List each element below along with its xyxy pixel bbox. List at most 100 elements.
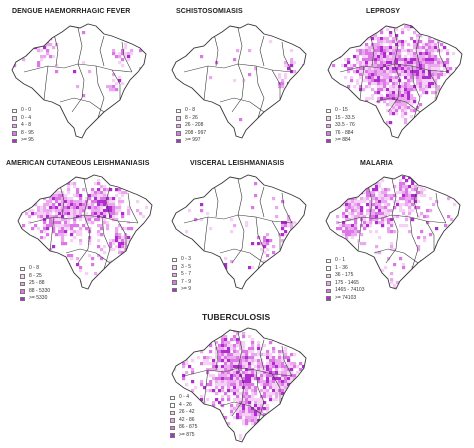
municipality-cell xyxy=(266,350,270,354)
municipality-cell xyxy=(269,380,273,384)
municipality-cell xyxy=(248,416,252,420)
municipality-cell xyxy=(97,224,101,228)
municipality-cell xyxy=(432,175,436,177)
municipality-cell xyxy=(348,200,352,204)
municipality-cell xyxy=(287,359,291,363)
municipality-cell xyxy=(422,85,426,89)
municipality-cell xyxy=(100,203,104,207)
municipality-cell xyxy=(293,365,297,369)
municipality-cell xyxy=(389,73,393,77)
municipality-cell xyxy=(37,46,41,50)
municipality-cell xyxy=(398,58,402,62)
municipality-cell xyxy=(233,347,237,351)
municipality-cell xyxy=(437,106,441,110)
municipality-cell xyxy=(91,212,95,216)
state-border xyxy=(231,63,245,113)
municipality-cell xyxy=(420,284,424,288)
municipality-cell xyxy=(407,88,411,92)
municipality-cell xyxy=(43,236,47,240)
municipality-cell xyxy=(363,221,367,225)
municipality-cell xyxy=(354,182,358,186)
municipality-cell xyxy=(290,422,294,426)
municipality-cell xyxy=(49,197,53,201)
legend-label: >= 95 xyxy=(21,137,34,144)
municipality-cell xyxy=(399,197,403,201)
municipality-cell xyxy=(215,386,219,390)
municipality-cell xyxy=(227,341,231,345)
municipality-cell xyxy=(76,200,80,204)
municipality-cell xyxy=(127,182,131,186)
municipality-cell xyxy=(73,206,77,210)
municipality-cell xyxy=(215,383,219,387)
municipality-cell xyxy=(462,284,465,287)
municipality-cell xyxy=(351,176,355,180)
municipality-cell xyxy=(428,70,432,74)
municipality-cell xyxy=(378,209,382,213)
municipality-cell xyxy=(179,344,183,348)
municipality-cell xyxy=(287,413,291,417)
municipality-cell xyxy=(46,43,50,47)
municipality-cell xyxy=(200,395,204,399)
municipality-cell xyxy=(419,79,423,83)
state-border xyxy=(213,33,219,67)
municipality-cell xyxy=(115,227,119,231)
municipality-cell xyxy=(52,260,56,264)
municipality-cell xyxy=(172,377,174,381)
municipality-cell xyxy=(380,85,384,89)
municipality-cell xyxy=(357,182,361,186)
municipality-cell xyxy=(251,392,255,396)
municipality-cell xyxy=(130,227,134,231)
municipality-cell xyxy=(269,353,273,357)
municipality-cell xyxy=(269,368,273,372)
country-outline xyxy=(171,23,307,139)
municipality-cell xyxy=(405,188,409,192)
municipality-cell xyxy=(363,227,367,231)
municipality-cell xyxy=(118,206,122,210)
municipality-cell xyxy=(43,221,47,225)
municipality-cell xyxy=(452,52,456,56)
legend-item: >= 95 xyxy=(12,137,34,145)
municipality-cell xyxy=(345,200,349,204)
municipality-cell xyxy=(377,88,381,92)
municipality-cell xyxy=(203,359,207,363)
municipality-cell xyxy=(422,64,426,68)
municipality-cell xyxy=(233,350,237,354)
municipality-cell xyxy=(40,188,44,192)
municipality-cell xyxy=(272,422,276,426)
municipality-cell xyxy=(452,88,456,92)
municipality-cell xyxy=(392,40,396,44)
municipality-cell xyxy=(251,413,255,417)
municipality-cell xyxy=(356,25,360,29)
municipality-cell xyxy=(106,175,110,177)
state-border xyxy=(391,178,397,216)
municipality-cell xyxy=(103,245,107,249)
municipality-cell xyxy=(245,374,249,378)
municipality-cell xyxy=(413,61,417,65)
municipality-cell xyxy=(263,368,267,372)
municipality-cell xyxy=(375,185,379,189)
municipality-cell xyxy=(109,203,113,207)
municipality-cell xyxy=(419,136,423,138)
municipality-cell xyxy=(224,359,228,363)
municipality-cell xyxy=(384,197,388,201)
municipality-cell xyxy=(209,350,213,354)
municipality-cell xyxy=(112,88,116,92)
municipality-cell xyxy=(124,242,128,246)
municipality-cell xyxy=(381,206,385,210)
municipality-cell xyxy=(37,242,41,246)
legend-label: 0 - 15 xyxy=(335,107,348,114)
municipality-cell xyxy=(395,58,399,62)
municipality-cell xyxy=(76,191,80,195)
municipality-cell xyxy=(88,239,92,243)
municipality-cell xyxy=(402,263,406,267)
municipality-cell xyxy=(377,70,381,74)
municipality-cell xyxy=(281,359,285,363)
municipality-cell xyxy=(386,79,390,83)
municipality-cell xyxy=(34,175,38,177)
municipality-cell xyxy=(377,52,381,56)
legend-item: 3 - 5 xyxy=(172,264,191,272)
legend-swatch xyxy=(176,138,181,143)
municipality-cell xyxy=(43,230,47,234)
municipality-cell xyxy=(389,103,393,107)
municipality-cell xyxy=(257,175,261,177)
